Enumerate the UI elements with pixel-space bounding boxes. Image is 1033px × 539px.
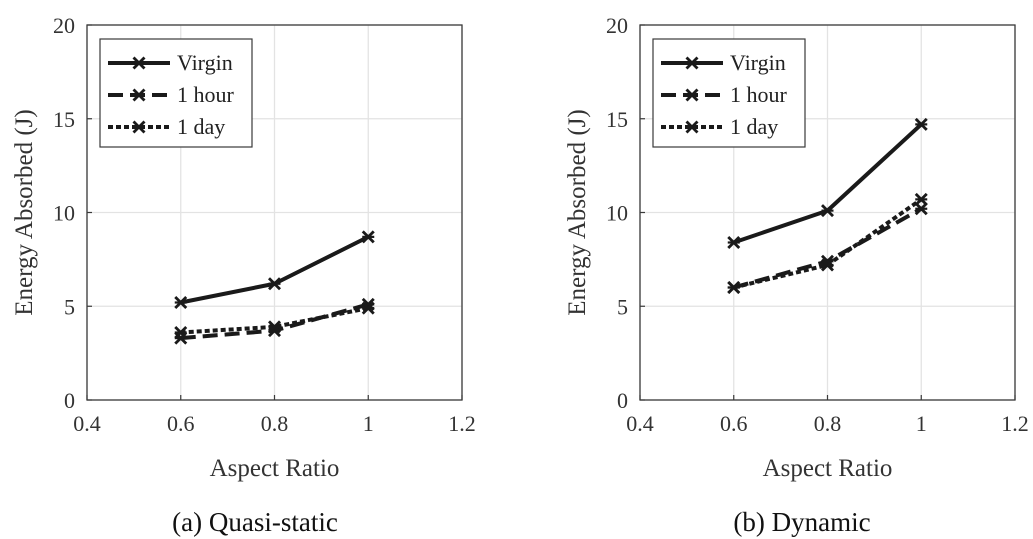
x-axis-label: Aspect Ratio [210, 455, 340, 482]
panel-caption: (b) Dynamic [733, 507, 870, 537]
y-tick-label: 10 [53, 201, 75, 226]
legend-label: 1 hour [730, 82, 788, 107]
series-solid [727, 117, 928, 249]
data-point-marker [174, 296, 188, 309]
data-point-marker [727, 281, 741, 294]
data-point-marker [268, 277, 281, 291]
x-axis-label: Aspect Ratio [763, 455, 893, 482]
data-point-marker [268, 320, 281, 334]
legend-marker [685, 88, 699, 102]
legend-label: Virgin [730, 50, 786, 75]
chart-panel-1: 0.4 0.6 0.8 1 1.2 0 5 10 15 20 Aspect Ratio Energy … [11, 13, 476, 537]
x-tick-label: 1.2 [448, 411, 476, 436]
y-tick-label: 15 [53, 107, 75, 132]
legend-marker [132, 120, 146, 134]
data-point-marker [361, 230, 375, 244]
y-tick-label: 5 [64, 294, 75, 319]
data-point-marker [821, 258, 834, 272]
x-tick-label: 0.8 [814, 411, 842, 436]
series-dotted [727, 192, 928, 294]
legend: Virgin 1 hour 1 day [99, 38, 253, 148]
y-tick-label: 10 [606, 201, 628, 226]
y-tick-label: 0 [617, 388, 628, 413]
legend-marker [132, 56, 146, 70]
legend-label: 1 hour [177, 82, 235, 107]
x-tick-label: 0.6 [167, 411, 195, 436]
y-tick-label: 15 [606, 107, 628, 132]
panel-caption: (a) Quasi-static [172, 507, 338, 537]
legend-label: Virgin [177, 50, 233, 75]
y-axis-label: Energy Absorbed (J) [11, 109, 38, 315]
y-tick-label: 20 [606, 13, 628, 38]
data-point-marker [821, 204, 834, 218]
x-tick-label: 1 [916, 411, 927, 436]
data-point-marker [914, 202, 928, 216]
x-tick-label: 1 [363, 411, 374, 436]
y-tick-label: 20 [53, 13, 75, 38]
legend-marker [132, 88, 146, 102]
legend-label: 1 day [177, 114, 225, 139]
x-tick-label: 0.6 [720, 411, 748, 436]
y-axis-label: Energy Absorbed (J) [564, 109, 591, 315]
data-point-marker [361, 301, 375, 315]
legend: Virgin 1 hour 1 day [652, 38, 806, 148]
data-point-marker [727, 236, 741, 249]
data-point-marker [914, 117, 928, 131]
y-tick-label: 5 [617, 294, 628, 319]
y-tick-label: 0 [64, 388, 75, 413]
x-tick-label: 0.8 [261, 411, 289, 436]
legend-marker [685, 56, 699, 70]
x-tick-label: 1.2 [1001, 411, 1029, 436]
series-solid [174, 230, 375, 309]
x-tick-label: 0.4 [73, 411, 101, 436]
x-tick-label: 0.4 [626, 411, 654, 436]
chart-panel-2: 0.4 0.6 0.8 1 1.2 0 5 10 15 20 Aspect Ratio Energy … [564, 13, 1029, 537]
series-dotted [174, 301, 375, 339]
legend-label: 1 day [730, 114, 778, 139]
data-point-marker [174, 326, 188, 339]
legend-marker [685, 120, 699, 134]
data-point-marker [914, 192, 928, 206]
